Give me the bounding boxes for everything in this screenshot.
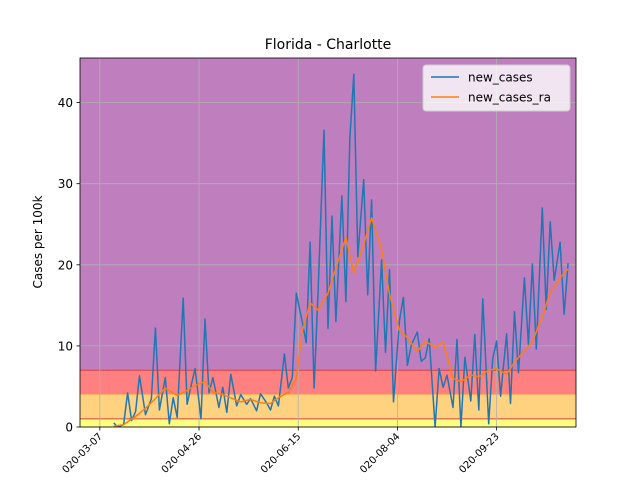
legend-box — [422, 64, 571, 112]
axes-frame — [79, 57, 577, 428]
series-line-new_cases_ra — [113, 217, 569, 427]
y-tick-label-3: 30 — [58, 177, 73, 191]
y-tick-label-2: 20 — [58, 258, 73, 272]
x-tick-label-3: 020-08-04 — [358, 431, 402, 475]
chart-title: Florida - Charlotte — [265, 37, 392, 53]
y-tick-label-1: 10 — [58, 339, 73, 353]
x-tick-label-2: 020-06-15 — [259, 431, 303, 475]
risk-band-1 — [80, 394, 576, 419]
y-tick-label-4: 40 — [58, 96, 73, 110]
x-tick-label-0: 020-03-07 — [61, 431, 105, 475]
x-tick-label-4: 020-09-23 — [457, 431, 501, 475]
legend-label-new_cases: new_cases — [468, 71, 533, 85]
legend-label-new_cases_ra: new_cases_ra — [468, 91, 551, 105]
x-tick-label-1: 020-04-26 — [160, 431, 204, 475]
y-tick-label-0: 0 — [65, 421, 73, 435]
series-group — [113, 73, 569, 427]
plot-area: 0 10 20 30 40 020-03-07 020-04-26 020-06-15 020-… — [58, 57, 577, 476]
y-axis-label: Cases per 100k — [31, 195, 45, 288]
legend: new_cases new_cases_ra — [422, 64, 571, 112]
risk-band-0 — [80, 418, 576, 427]
